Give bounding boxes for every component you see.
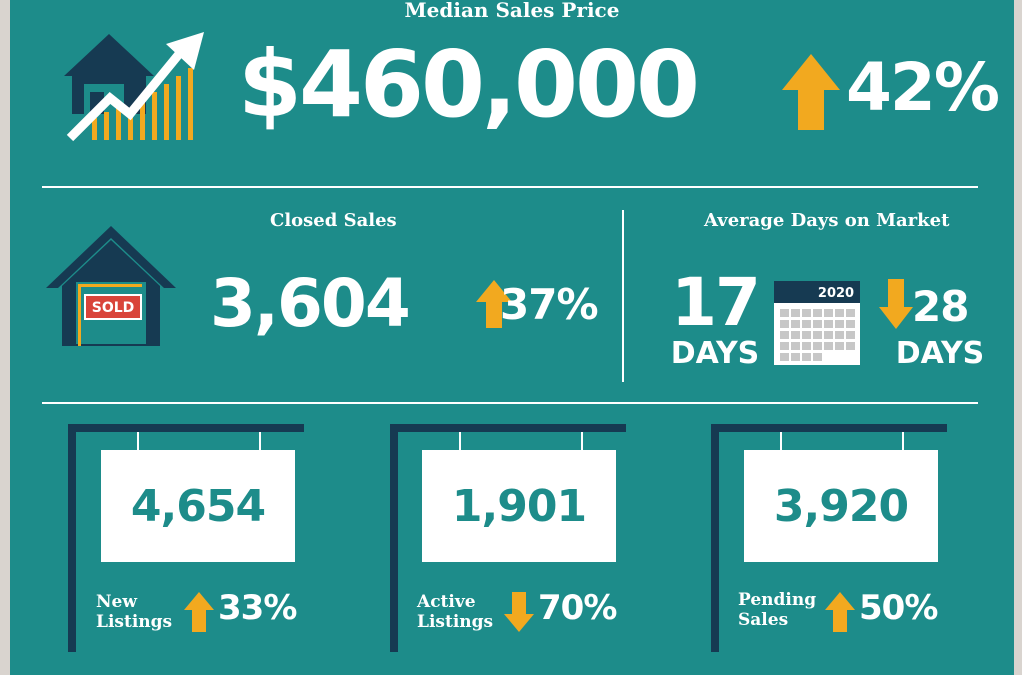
arrow-up-icon bbox=[825, 592, 855, 632]
arrow-up-icon bbox=[476, 280, 512, 328]
arrow-up-icon bbox=[782, 54, 840, 130]
arrow-down-icon bbox=[504, 592, 534, 632]
sign-post bbox=[68, 424, 76, 652]
new-listings-value: 4,654 bbox=[101, 450, 295, 562]
days-on-market-value: 17 bbox=[671, 264, 761, 341]
closed-sales-value: 3,604 bbox=[210, 265, 411, 342]
sold-house-icon: SOLD bbox=[46, 226, 176, 346]
divider-vertical bbox=[622, 210, 624, 382]
days-on-market-change-unit: DAYS bbox=[895, 336, 985, 371]
new-listings-change: 33% bbox=[218, 588, 297, 628]
median-sales-price-value: $460,000 bbox=[238, 31, 700, 138]
divider-top bbox=[42, 186, 978, 188]
arrow-down-icon bbox=[879, 279, 913, 329]
closed-sales-title: Closed Sales bbox=[270, 210, 397, 231]
pending-sales-change: 50% bbox=[859, 588, 938, 628]
new-listings-label: New Listings bbox=[96, 592, 173, 632]
median-sales-price-title: Median Sales Price bbox=[404, 0, 620, 22]
days-on-market-change: 28 bbox=[912, 282, 969, 331]
divider-bottom bbox=[42, 402, 978, 404]
active-listings-value: 1,901 bbox=[422, 450, 616, 562]
calendar-icon: 2020 bbox=[774, 281, 860, 365]
market-stats-infographic: Median Sales Price $460,000 42% Closed S… bbox=[10, 0, 1014, 675]
arrow-up-icon bbox=[184, 592, 214, 632]
sign-post bbox=[390, 424, 398, 652]
house-growth-chart-icon bbox=[64, 32, 204, 142]
sign-chain bbox=[259, 432, 261, 452]
median-sales-price-change: 42% bbox=[846, 49, 1000, 126]
pending-sales-label: Pending Sales bbox=[738, 590, 817, 630]
sign-chain bbox=[137, 432, 139, 452]
active-listings-label: Active Listings bbox=[417, 592, 494, 632]
pending-sales-value: 3,920 bbox=[744, 450, 938, 562]
closed-sales-change: 37% bbox=[500, 280, 599, 329]
sign-chain bbox=[459, 432, 461, 452]
sign-post-arm bbox=[711, 424, 947, 432]
sign-post-arm bbox=[390, 424, 626, 432]
sign-post-arm bbox=[68, 424, 304, 432]
calendar-year: 2020 bbox=[818, 286, 854, 301]
days-on-market-unit: DAYS bbox=[670, 336, 760, 371]
sign-chain bbox=[902, 432, 904, 452]
average-days-on-market-title: Average Days on Market bbox=[704, 210, 950, 231]
sign-chain bbox=[780, 432, 782, 452]
active-listings-change: 70% bbox=[538, 588, 617, 628]
sign-chain bbox=[581, 432, 583, 452]
sold-sign-text: SOLD bbox=[92, 300, 135, 316]
sign-post bbox=[711, 424, 719, 652]
